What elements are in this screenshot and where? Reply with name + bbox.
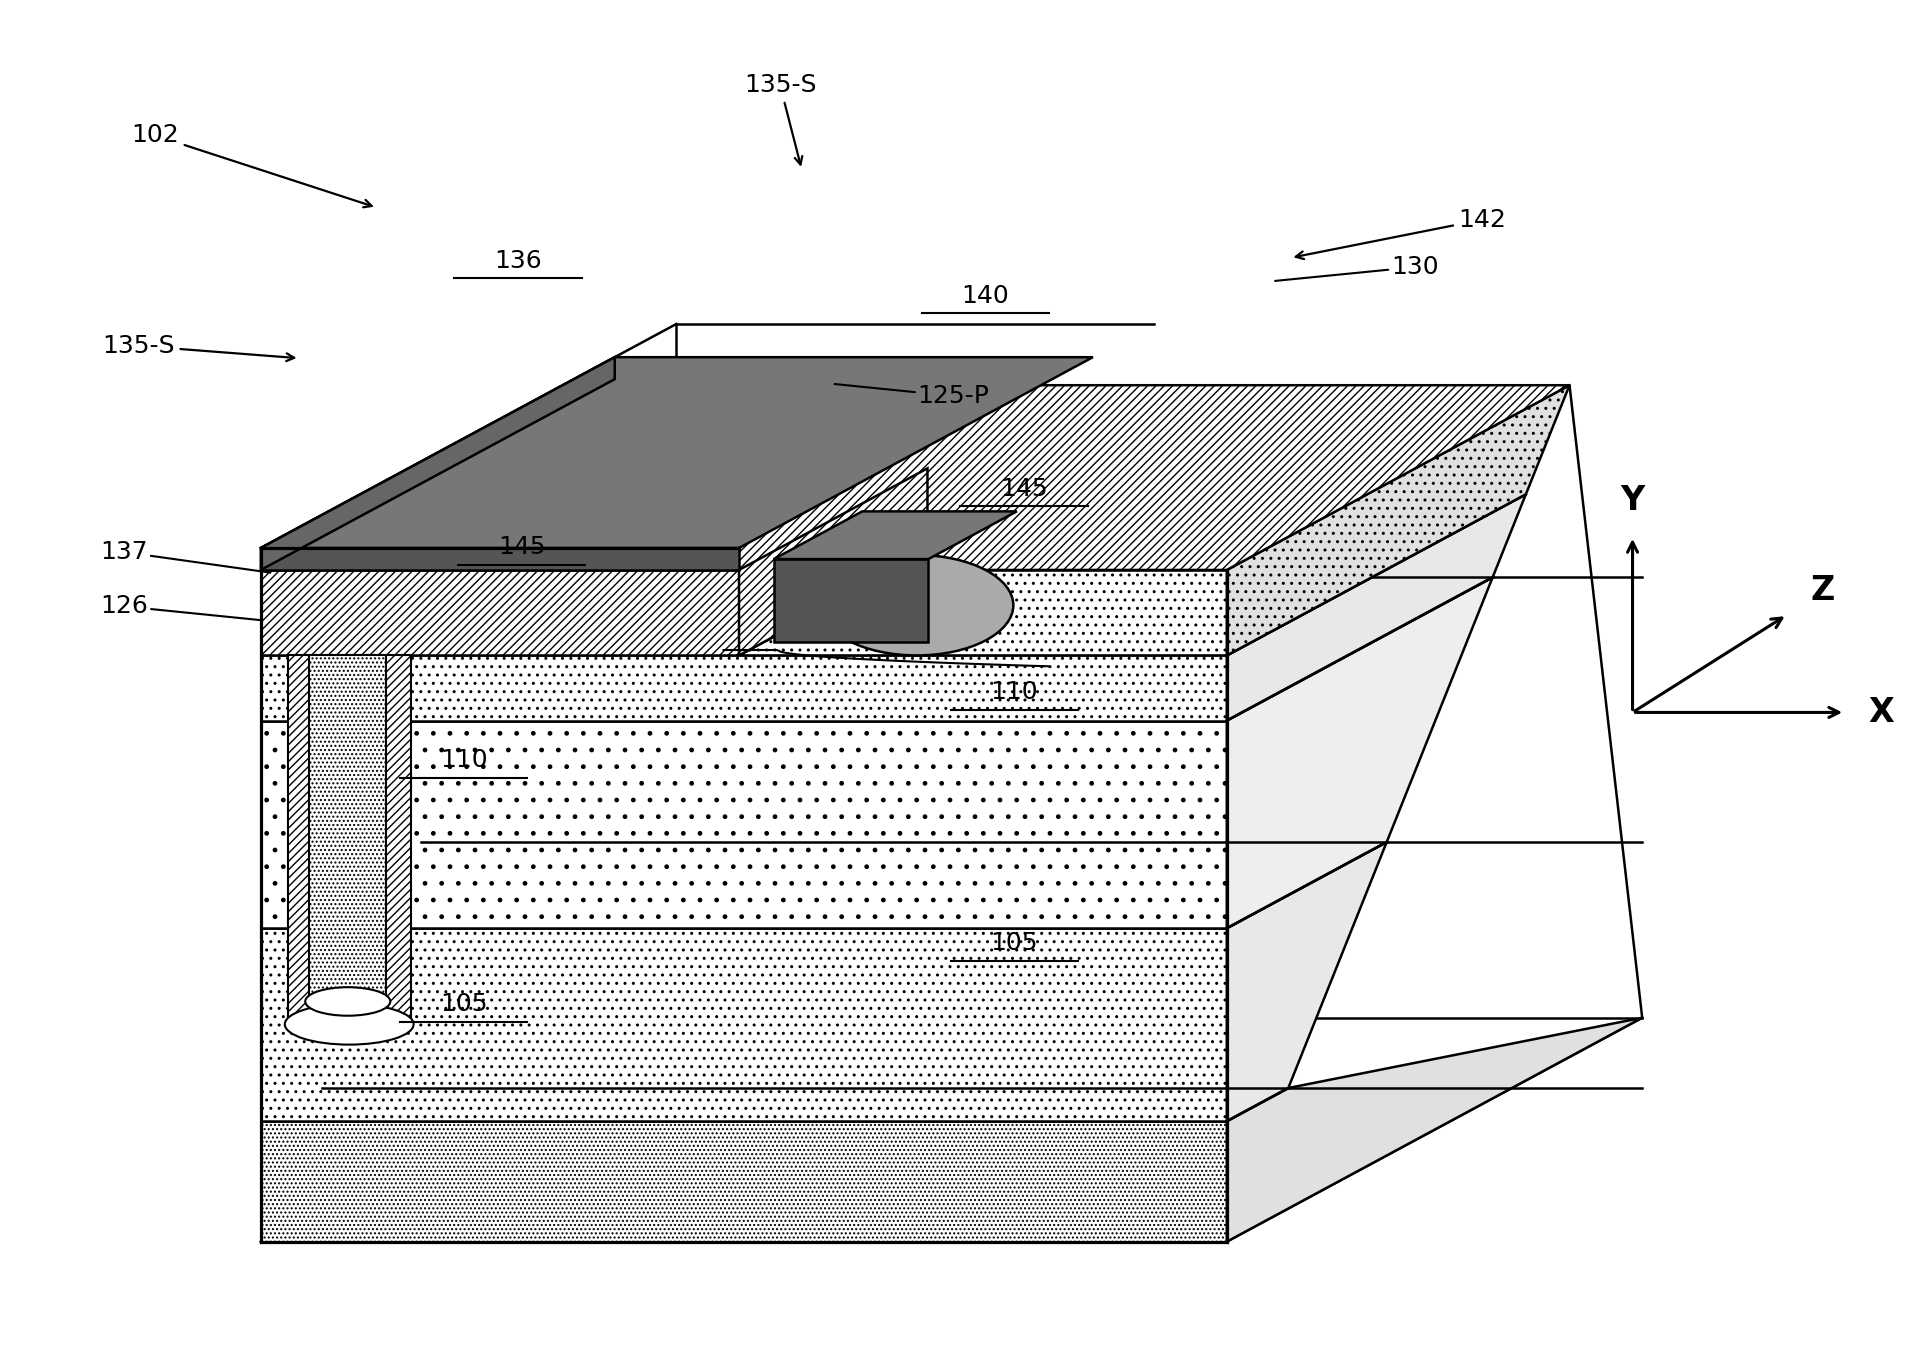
Text: 135-S: 135-S <box>744 73 817 164</box>
Text: 105: 105 <box>440 992 487 1016</box>
Text: 105: 105 <box>991 931 1037 955</box>
Text: Y: Y <box>1621 484 1644 517</box>
Text: 110: 110 <box>440 748 487 772</box>
Text: 102: 102 <box>131 123 371 208</box>
Polygon shape <box>738 468 927 655</box>
Polygon shape <box>738 494 1526 655</box>
Polygon shape <box>261 570 738 655</box>
Polygon shape <box>1227 577 1493 928</box>
Polygon shape <box>261 577 1493 721</box>
Polygon shape <box>261 655 1227 721</box>
Ellipse shape <box>305 988 390 1015</box>
Polygon shape <box>261 841 1387 928</box>
Polygon shape <box>1227 385 1569 655</box>
Polygon shape <box>1227 1018 1642 1242</box>
Text: 145: 145 <box>1001 476 1047 501</box>
Polygon shape <box>288 655 412 1025</box>
Polygon shape <box>1227 494 1526 721</box>
Polygon shape <box>261 357 614 570</box>
Text: 126: 126 <box>100 594 261 620</box>
Polygon shape <box>775 559 929 642</box>
Text: 140: 140 <box>962 284 1009 308</box>
Polygon shape <box>261 1121 1227 1242</box>
Polygon shape <box>261 928 1227 1121</box>
Polygon shape <box>775 512 1016 559</box>
Text: 135-S: 135-S <box>102 334 294 361</box>
Polygon shape <box>1227 841 1387 1121</box>
Polygon shape <box>261 721 1227 928</box>
Polygon shape <box>309 655 386 1001</box>
Text: Z: Z <box>1810 574 1835 607</box>
Text: 137: 137 <box>100 540 270 573</box>
Text: 125-P: 125-P <box>835 384 989 408</box>
Ellipse shape <box>821 555 1014 655</box>
Text: 136: 136 <box>495 248 541 273</box>
Text: X: X <box>1868 696 1893 729</box>
Ellipse shape <box>284 1004 413 1045</box>
Text: 145: 145 <box>498 535 545 559</box>
Text: 142: 142 <box>1296 208 1507 259</box>
Polygon shape <box>261 1088 1289 1121</box>
Polygon shape <box>261 385 1569 570</box>
Text: 130: 130 <box>1275 255 1439 281</box>
Polygon shape <box>261 548 738 570</box>
Text: 110: 110 <box>991 680 1037 704</box>
Polygon shape <box>261 357 1094 548</box>
